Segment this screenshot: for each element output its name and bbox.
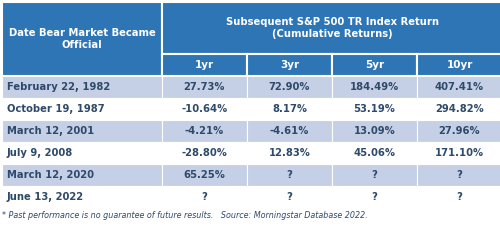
Text: 3yr: 3yr <box>280 60 299 70</box>
Text: March 12, 2001: March 12, 2001 <box>7 126 94 136</box>
Bar <box>2 120 162 142</box>
Text: 13.09%: 13.09% <box>354 126 396 136</box>
Bar <box>417 54 500 76</box>
Bar <box>2 186 162 208</box>
Text: 72.90%: 72.90% <box>269 82 310 92</box>
Text: October 19, 1987: October 19, 1987 <box>7 104 104 114</box>
Text: February 22, 1982: February 22, 1982 <box>7 82 110 92</box>
Text: ?: ? <box>286 170 292 180</box>
Bar <box>332 164 417 186</box>
Bar <box>162 142 247 164</box>
Bar <box>417 164 500 186</box>
Text: 1yr: 1yr <box>195 60 214 70</box>
Text: ?: ? <box>372 170 378 180</box>
Bar <box>332 186 417 208</box>
Bar <box>2 98 162 120</box>
Text: March 12, 2020: March 12, 2020 <box>7 170 94 180</box>
Text: 8.17%: 8.17% <box>272 104 307 114</box>
Bar <box>2 2 162 76</box>
Bar <box>417 76 500 98</box>
Text: ?: ? <box>202 192 207 202</box>
Bar <box>162 2 500 54</box>
Bar <box>417 186 500 208</box>
Bar <box>162 54 247 76</box>
Text: ?: ? <box>456 192 462 202</box>
Text: 171.10%: 171.10% <box>435 148 484 158</box>
Bar <box>2 76 162 98</box>
Bar <box>247 186 332 208</box>
Bar <box>2 142 162 164</box>
Bar <box>332 142 417 164</box>
Text: ?: ? <box>286 192 292 202</box>
Text: -4.21%: -4.21% <box>185 126 224 136</box>
Bar <box>417 142 500 164</box>
Text: July 9, 2008: July 9, 2008 <box>7 148 73 158</box>
Text: ?: ? <box>372 192 378 202</box>
Bar <box>162 98 247 120</box>
Text: 27.96%: 27.96% <box>438 126 480 136</box>
Bar <box>247 120 332 142</box>
Text: 10yr: 10yr <box>446 60 472 70</box>
Bar <box>162 164 247 186</box>
Text: 294.82%: 294.82% <box>435 104 484 114</box>
Bar <box>162 120 247 142</box>
Bar <box>247 142 332 164</box>
Bar <box>162 76 247 98</box>
Text: Date Bear Market Became
Official: Date Bear Market Became Official <box>8 28 156 50</box>
Text: 5yr: 5yr <box>365 60 384 70</box>
Text: June 13, 2022: June 13, 2022 <box>7 192 84 202</box>
Text: 53.19%: 53.19% <box>354 104 396 114</box>
Text: Subsequent S&P 500 TR Index Return
(Cumulative Returns): Subsequent S&P 500 TR Index Return (Cumu… <box>226 17 438 39</box>
Bar <box>247 98 332 120</box>
Bar <box>417 120 500 142</box>
Bar <box>247 76 332 98</box>
Text: -4.61%: -4.61% <box>270 126 309 136</box>
Bar <box>2 164 162 186</box>
Text: -10.64%: -10.64% <box>182 104 228 114</box>
Bar <box>332 98 417 120</box>
Bar <box>247 164 332 186</box>
Bar <box>162 186 247 208</box>
Text: * Past performance is no guarantee of future results.   Source: Morningstar Data: * Past performance is no guarantee of fu… <box>2 211 368 220</box>
Text: 65.25%: 65.25% <box>184 170 226 180</box>
Text: 407.41%: 407.41% <box>435 82 484 92</box>
Text: 184.49%: 184.49% <box>350 82 399 92</box>
Text: -28.80%: -28.80% <box>182 148 228 158</box>
Bar <box>332 120 417 142</box>
Text: 27.73%: 27.73% <box>184 82 225 92</box>
Bar <box>332 54 417 76</box>
Bar <box>417 98 500 120</box>
Text: 12.83%: 12.83% <box>268 148 310 158</box>
Text: ?: ? <box>456 170 462 180</box>
Text: 45.06%: 45.06% <box>354 148 396 158</box>
Bar <box>332 76 417 98</box>
Bar <box>247 54 332 76</box>
